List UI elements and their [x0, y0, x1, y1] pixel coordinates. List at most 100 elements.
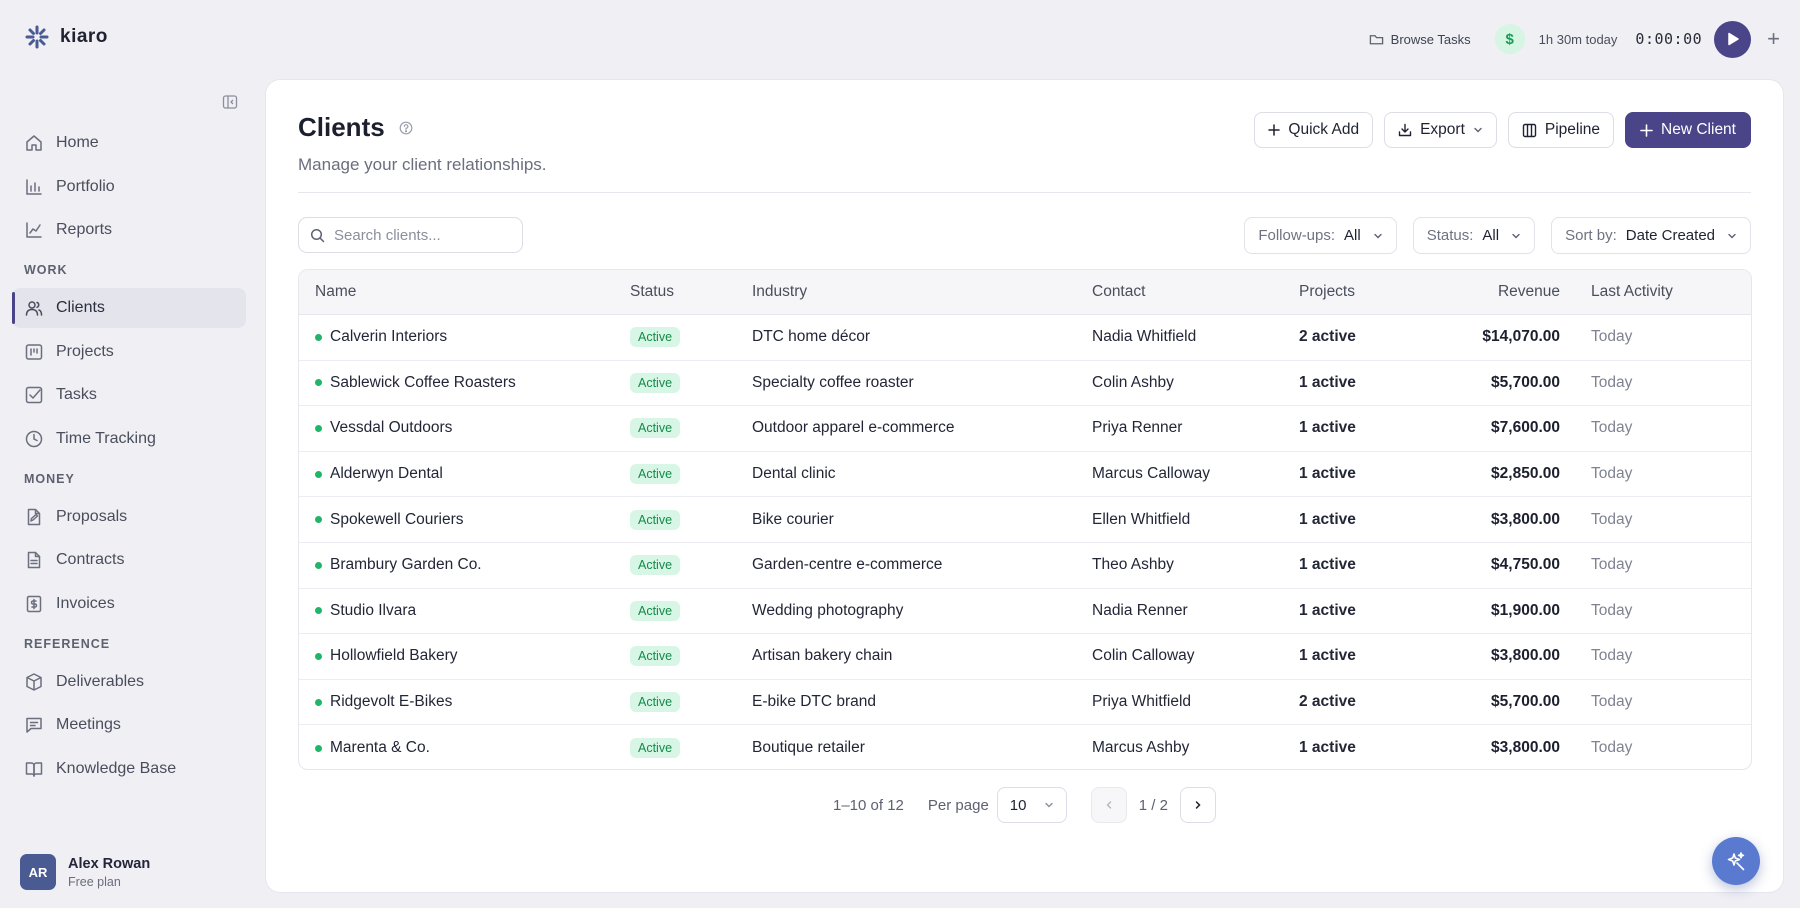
status-cell: Active — [630, 464, 752, 485]
per-page-select[interactable]: 10 — [996, 787, 1067, 823]
sidebar-item-proposals[interactable]: Proposals — [12, 497, 246, 537]
user-info: Alex Rowan Free plan — [68, 856, 150, 889]
table-row[interactable]: Vessdal Outdoors Active Outdoor apparel e-… — [299, 406, 1751, 452]
client-name[interactable]: Spokewell Couriers — [330, 510, 464, 528]
plus-icon[interactable]: + — [1767, 26, 1780, 51]
search-input[interactable] — [334, 226, 504, 244]
client-name[interactable]: Vessdal Outdoors — [330, 419, 453, 437]
quick-add-button[interactable]: Quick Add — [1254, 112, 1374, 148]
client-name-cell: Studio Ilvara — [299, 602, 630, 620]
client-name-cell: Alderwyn Dental — [299, 465, 630, 483]
table-row[interactable]: Spokewell Couriers Active Bike courier Elle… — [299, 497, 1751, 543]
revenue-cell: $2,850.00 — [1491, 465, 1560, 483]
pipeline-button[interactable]: Pipeline — [1507, 112, 1615, 148]
column-header-industry[interactable]: Industry — [752, 283, 808, 300]
sidebar-item-reports[interactable]: Reports — [12, 210, 246, 250]
sort-select[interactable]: Sort by: Date Created — [1551, 217, 1751, 254]
revenue-cell: $3,800.00 — [1491, 647, 1560, 665]
column-header-last-activity[interactable]: Last Activity — [1591, 283, 1673, 300]
status-dot — [315, 424, 322, 432]
sidebar-item-home[interactable]: Home — [12, 123, 246, 163]
export-label: Export — [1420, 121, 1465, 138]
client-name-cell: Sablewick Coffee Roasters — [299, 374, 630, 392]
table-header: Name Status Industry Contact Projects Re… — [299, 270, 1751, 315]
table-row[interactable]: Sablewick Coffee Roasters Active Specialty… — [299, 361, 1751, 407]
table-row[interactable]: Ridgevolt E-Bikes Active E-bike DTC brand P… — [299, 680, 1751, 726]
sidebar-item-portfolio[interactable]: Portfolio — [12, 167, 246, 207]
table-row[interactable]: Hollowfield Bakery Active Artisan bakery c… — [299, 634, 1751, 680]
sidebar-item-meetings[interactable]: Meetings — [12, 705, 246, 745]
sidebar-item-label: Contracts — [56, 551, 125, 568]
table-row[interactable]: Calverin Interiors Active DTC home décor Na… — [299, 315, 1751, 361]
kanban-icon — [24, 342, 44, 362]
new-client-label: New Client — [1661, 121, 1736, 138]
sidebar-collapse-icon[interactable] — [222, 94, 240, 112]
contact-cell: Colin Calloway — [1092, 647, 1195, 665]
column-header-status[interactable]: Status — [630, 283, 674, 300]
help-circle-icon[interactable] — [399, 121, 413, 135]
sort-label: Sort by: — [1565, 227, 1617, 244]
browse-tasks-button[interactable]: Browse Tasks — [1369, 32, 1471, 47]
sidebar-item-label: Time Tracking — [56, 429, 156, 447]
sidebar-item-label: Meetings — [56, 716, 121, 733]
industry-cell: Boutique retailer — [752, 739, 865, 757]
projects-cell: 1 active — [1299, 556, 1356, 574]
ai-assistant-button[interactable] — [1712, 837, 1760, 885]
status-filter[interactable]: Status: All — [1412, 217, 1536, 254]
status-dot — [315, 516, 322, 524]
client-name-cell: Calverin Interiors — [299, 328, 630, 346]
previous-page-button[interactable] — [1090, 787, 1127, 823]
client-name[interactable]: Sablewick Coffee Roasters — [330, 373, 516, 391]
sidebar-item-label: Reports — [56, 221, 113, 238]
industry-cell: Bike courier — [752, 510, 834, 528]
chevron-right-icon — [1193, 800, 1203, 810]
table-row[interactable]: Alderwyn Dental Active Dental clinic Marcus… — [299, 452, 1751, 498]
column-header-revenue[interactable]: Revenue — [1497, 283, 1560, 300]
column-header-contact[interactable]: Contact — [1092, 283, 1146, 300]
table-row[interactable]: Brambury Garden Co. Active Garden-centre e… — [299, 543, 1751, 589]
client-name[interactable]: Marenta & Co. — [330, 739, 430, 757]
per-page-label: Per page — [927, 796, 989, 814]
contact-cell: Ellen Whitfield — [1092, 510, 1191, 528]
status-cell: Active — [630, 327, 752, 348]
sidebar-item-deliverables[interactable]: Deliverables — [12, 662, 246, 702]
sidebar-item-invoices[interactable]: Invoices — [12, 584, 246, 624]
client-name[interactable]: Hollowfield Bakery — [330, 647, 458, 665]
dollar-icon[interactable]: $ — [1494, 24, 1525, 54]
followups-filter-value: All — [1344, 227, 1361, 244]
client-name[interactable]: Studio Ilvara — [330, 601, 417, 619]
column-header-name[interactable]: Name — [315, 283, 357, 300]
sidebar-item-projects[interactable]: Projects — [12, 332, 246, 372]
last-activity-cell: Today — [1591, 647, 1633, 665]
pipeline-label: Pipeline — [1544, 121, 1601, 138]
client-name[interactable]: Calverin Interiors — [330, 328, 448, 346]
revenue-cell: $5,700.00 — [1491, 373, 1560, 391]
projects-cell: 1 active — [1299, 465, 1356, 483]
brand[interactable]: kiaro — [24, 24, 108, 50]
status-badge: Active — [630, 738, 681, 759]
search-box[interactable] — [298, 217, 523, 253]
sidebar-item-contracts[interactable]: Contracts — [12, 540, 246, 580]
industry-cell: DTC home décor — [752, 328, 871, 346]
projects-cell: 1 active — [1299, 647, 1356, 665]
contact-cell: Nadia Whitfield — [1092, 328, 1197, 346]
timer-play-button[interactable] — [1714, 20, 1752, 58]
client-name[interactable]: Alderwyn Dental — [330, 465, 443, 483]
sidebar-item-tasks[interactable]: Tasks — [12, 375, 246, 415]
followups-filter[interactable]: Follow-ups: All — [1244, 217, 1397, 254]
sidebar-item-clients[interactable]: Clients — [12, 288, 246, 328]
table-body: Calverin Interiors Active DTC home décor Na… — [299, 315, 1751, 769]
table-row[interactable]: Studio Ilvara Active Wedding photography Na… — [299, 589, 1751, 635]
client-name[interactable]: Brambury Garden Co. — [330, 556, 482, 574]
sidebar-item-time-tracking[interactable]: Time Tracking — [12, 419, 246, 459]
client-name[interactable]: Ridgevolt E-Bikes — [330, 693, 453, 711]
column-header-projects[interactable]: Projects — [1299, 283, 1355, 300]
table-row[interactable]: Marenta & Co. Active Boutique retailer Marc… — [299, 725, 1751, 769]
next-page-button[interactable] — [1179, 787, 1216, 823]
status-badge: Active — [630, 646, 681, 667]
export-button[interactable]: Export — [1384, 112, 1497, 148]
sidebar-item-knowledge-base[interactable]: Knowledge Base — [12, 749, 246, 789]
new-client-button[interactable]: New Client — [1625, 112, 1751, 148]
status-cell: Active — [630, 738, 752, 759]
user-profile[interactable]: AR Alex Rowan Free plan — [20, 854, 150, 890]
